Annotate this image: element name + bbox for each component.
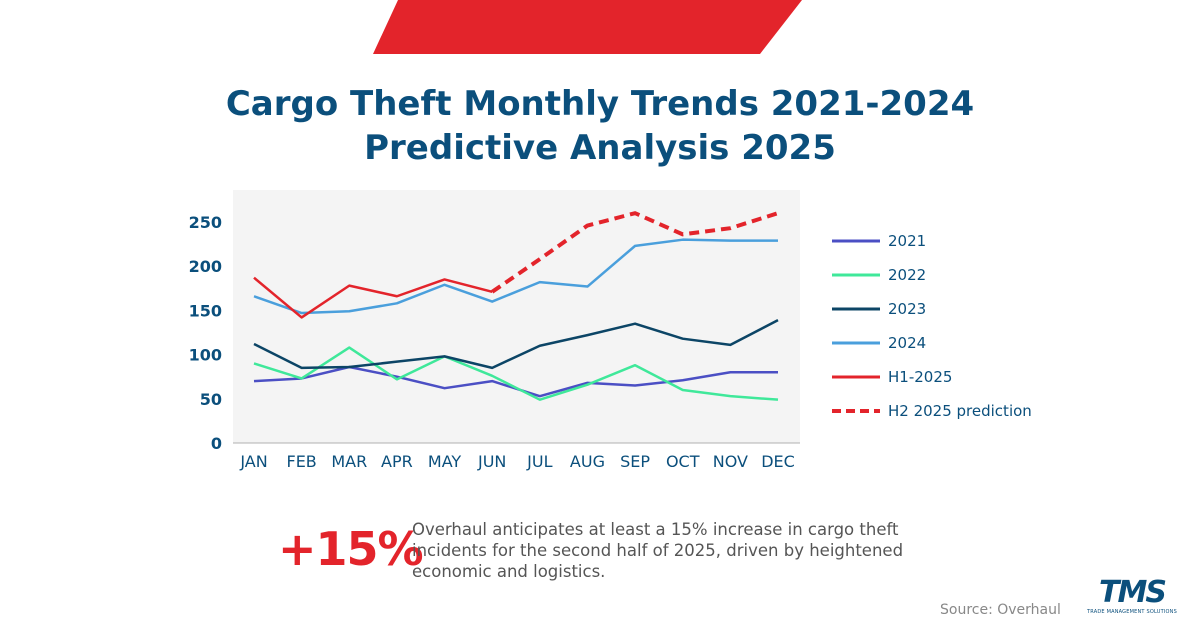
legend-item: 2021 bbox=[832, 232, 926, 250]
legend-label: H2 2025 prediction bbox=[888, 402, 1032, 420]
legend-item: 2024 bbox=[832, 334, 926, 352]
series-line-h2-2025-prediction bbox=[491, 211, 779, 294]
chart-title-line-1: Cargo Theft Monthly Trends 2021-2024 bbox=[225, 84, 975, 124]
plot-area bbox=[233, 190, 800, 443]
chart-title-line-2: Predictive Analysis 2025 bbox=[364, 128, 836, 168]
x-tick-label: OCT bbox=[666, 452, 700, 471]
stat-description: Overhaul anticipates at least a 15% incr… bbox=[412, 520, 904, 581]
y-tick-label: 200 bbox=[189, 257, 222, 276]
legend-item: 2023 bbox=[832, 300, 926, 318]
chart-series bbox=[253, 211, 779, 401]
y-tick-label: 50 bbox=[200, 390, 222, 409]
chart-legend: 2021 2022 2023 2024 H1-2025 H2 2025 predictio… bbox=[832, 232, 1032, 420]
logo-wordmark: TMS bbox=[1099, 575, 1167, 610]
legend-item: 2022 bbox=[832, 266, 926, 284]
x-tick-label: APR bbox=[381, 452, 413, 471]
legend-label: 2021 bbox=[888, 232, 926, 250]
series-line-2022 bbox=[253, 346, 779, 401]
x-tick-label: NOV bbox=[713, 452, 748, 471]
y-tick-label: 0 bbox=[211, 434, 222, 453]
legend-label: 2022 bbox=[888, 266, 926, 284]
series-line-2023 bbox=[253, 319, 779, 370]
legend-label: 2023 bbox=[888, 300, 926, 318]
x-tick-label: JUL bbox=[526, 452, 552, 471]
x-tick-label: FEB bbox=[286, 452, 316, 471]
legend-label: H1-2025 bbox=[888, 368, 952, 386]
legend-item: H1-2025 bbox=[832, 368, 952, 386]
x-tick-label: MAR bbox=[331, 452, 367, 471]
x-tick-label: JUN bbox=[477, 452, 506, 471]
logo-subtitle: TRADE MANAGEMENT SOLUTIONS bbox=[1087, 609, 1177, 615]
red-banner-shape bbox=[373, 0, 802, 54]
stat-value: +15% bbox=[278, 522, 424, 576]
legend-label: 2024 bbox=[888, 334, 926, 352]
series-line-2024 bbox=[253, 238, 778, 315]
x-tick-label: JAN bbox=[239, 452, 267, 471]
series-line-h1-2025 bbox=[253, 276, 493, 319]
line-chart: 0 50 100 150 200 250 JAN FEB MAR APR MAY JUN JUL AUG S… bbox=[189, 190, 1032, 471]
x-tick-label: DEC bbox=[761, 452, 795, 471]
source-note: Source: Overhaul bbox=[940, 602, 1061, 618]
x-tick-label: SEP bbox=[620, 452, 650, 471]
tms-logo: TMS TRADE MANAGEMENT SOLUTIONS bbox=[1082, 575, 1182, 616]
y-tick-label: 100 bbox=[189, 346, 222, 365]
y-tick-label: 150 bbox=[189, 301, 222, 320]
x-tick-label: MAY bbox=[428, 452, 462, 471]
legend-item: H2 2025 prediction bbox=[832, 402, 1032, 420]
x-tick-label: AUG bbox=[570, 452, 605, 471]
y-tick-label: 250 bbox=[189, 213, 222, 232]
